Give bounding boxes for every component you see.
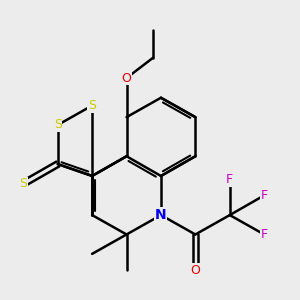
Text: S: S [19,177,27,190]
Text: O: O [122,71,131,85]
Text: N: N [155,208,167,222]
Text: F: F [261,189,268,202]
Text: S: S [54,118,62,131]
Text: O: O [190,264,200,277]
Text: F: F [261,228,268,241]
Text: S: S [88,99,96,112]
Text: F: F [226,173,233,186]
